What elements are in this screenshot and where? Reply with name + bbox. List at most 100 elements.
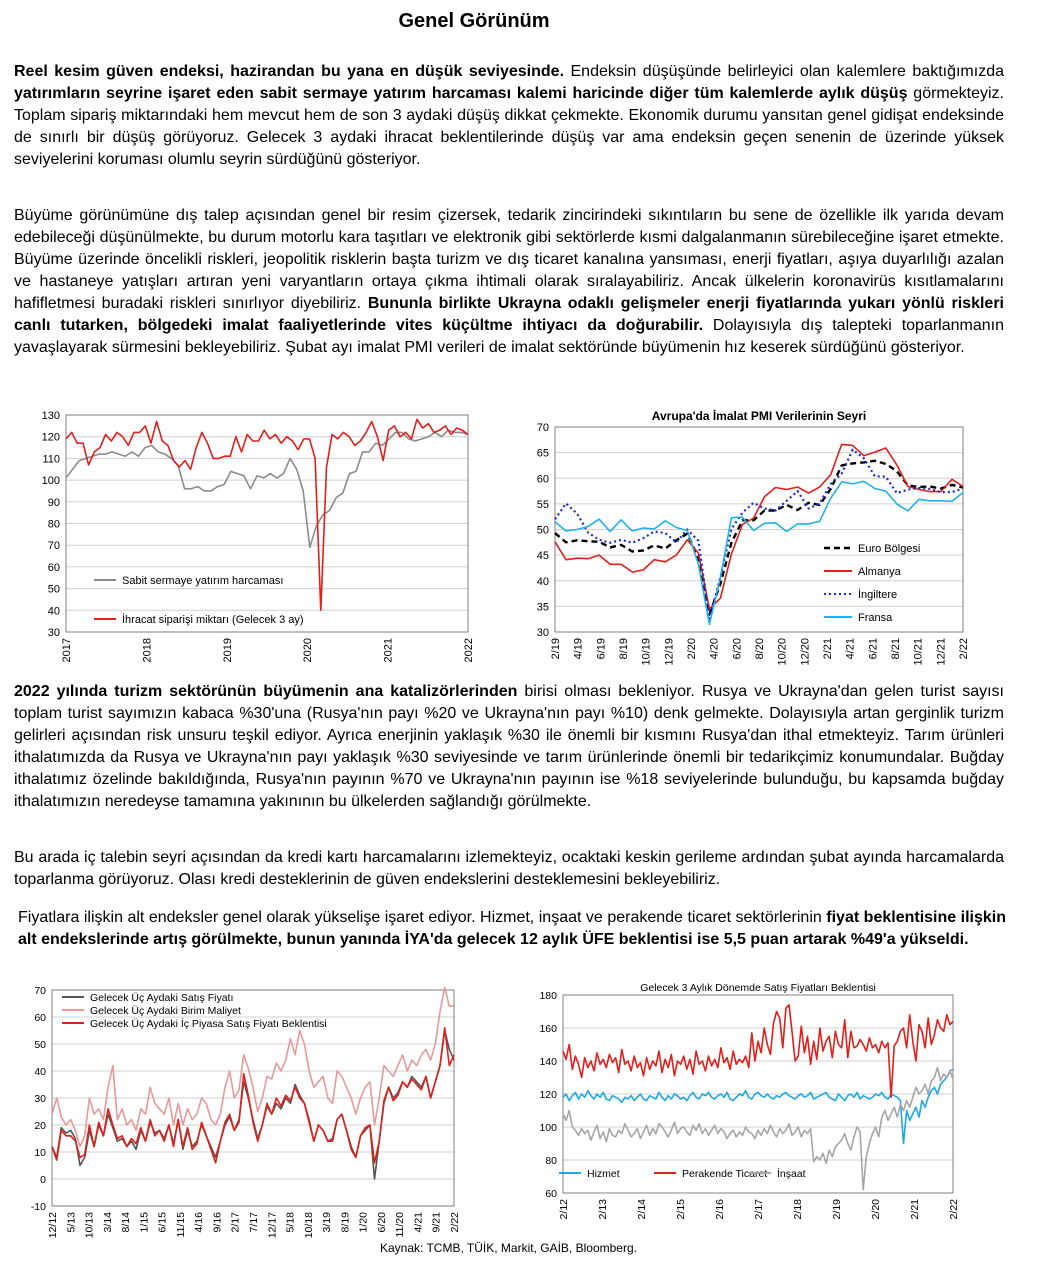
x-tick-label: 2/20	[870, 1199, 882, 1220]
series-line	[562, 1066, 954, 1191]
y-tick-label: 0	[40, 1174, 46, 1186]
legend-label: Gelecek Üç Aydaki İç Piyasa Satış Fiyatı…	[90, 1017, 327, 1030]
y-tick-label: 45	[537, 550, 549, 562]
plot-frame	[65, 414, 469, 633]
bold-text: Bununla birlikte Ukrayna odaklı gelişmel…	[14, 295, 1004, 334]
bold-text: yatırımların seyrine işaret eden sabit s…	[14, 85, 908, 102]
plot-frame	[562, 994, 954, 1194]
page-title: Genel Görünüm	[398, 10, 550, 32]
y-tick-label: 160	[539, 1023, 557, 1035]
y-tick-label: 70	[537, 422, 549, 434]
x-tick-label: 12/17	[266, 1212, 278, 1238]
y-tick-label: 90	[48, 497, 60, 509]
bold-text: 2022 yılında turizm sektörünün büyümenin…	[14, 683, 518, 700]
bold-text: Reel kesim güven endeksi, hazirandan bu …	[14, 63, 565, 80]
y-tick-label: 70	[48, 540, 60, 552]
x-tick-label: 2/13	[597, 1199, 609, 1220]
body-text: Fiyatlara ilişkin alt endeksler genel ol…	[18, 909, 827, 926]
y-tick-label: 80	[545, 1155, 557, 1167]
x-tick-label: 10/18	[303, 1212, 315, 1238]
series-line	[554, 459, 964, 616]
body-text: görmekteyiz. Toplam sipariş miktarındaki…	[14, 85, 1005, 168]
x-tick-label: 2/22	[958, 638, 970, 659]
plot-frame	[554, 426, 964, 633]
y-tick-label: 120	[539, 1089, 557, 1101]
chart-title: Avrupa'da İmalat PMI Verilerinin Seyri	[652, 408, 867, 423]
y-tick-label: 40	[48, 605, 60, 617]
x-tick-label: 10/13	[84, 1212, 96, 1238]
x-tick-label: 1/20	[358, 1212, 370, 1233]
x-tick-label: 4/21	[412, 1212, 424, 1233]
x-tick-label: 2/21	[909, 1199, 921, 1220]
y-tick-label: 50	[34, 1039, 46, 1051]
x-tick-label: 2018	[141, 638, 153, 662]
x-tick-label: 8/21	[890, 638, 902, 659]
paragraph-reel-kesim: Reel kesim güven endeksi, hazirandan bu …	[14, 61, 1004, 171]
x-tick-label: 10/20	[777, 638, 789, 666]
x-tick-label: 6/19	[595, 638, 607, 659]
x-tick-label: 4/21	[845, 638, 857, 659]
series-line	[51, 1026, 455, 1164]
x-tick-label: 10/19	[641, 638, 653, 666]
legend-label: İhracat siparişi miktarı (Gelecek 3 ay)	[122, 613, 304, 626]
x-tick-label: 10/21	[913, 638, 925, 666]
chart-reel-kesim-svg: 30 40 50 60 70 80 90 100 110 120 130 2017 2018 2019 20…	[42, 410, 475, 662]
paragraph-ic-talep: Bu arada iç talebin seyri açısından da k…	[14, 847, 1004, 891]
plot-frame	[51, 989, 455, 1207]
y-tick-label: 20	[34, 1120, 46, 1132]
x-tick-label: 2/12	[558, 1199, 570, 1220]
y-tick-label: 65	[537, 448, 549, 460]
y-tick-label: 30	[48, 627, 60, 639]
y-tick-label: 180	[539, 990, 557, 1002]
y-tick-label: 100	[42, 475, 60, 487]
y-tick-label: 30	[537, 627, 549, 639]
x-tick-label: 2/17	[230, 1212, 242, 1233]
legend-label: Perakende Ticaret	[682, 1168, 767, 1180]
x-tick-label: 8/20	[754, 638, 766, 659]
x-tick-label: 2/22	[948, 1199, 960, 1220]
legend-label: Hizmet	[587, 1168, 620, 1180]
y-tick-label: 60	[545, 1188, 557, 1200]
y-tick-label: 55	[537, 499, 549, 511]
y-tick-label: 50	[48, 584, 60, 596]
legend-label: İngiltere	[858, 588, 897, 601]
paragraph-turizm: 2022 yılında turizm sektörünün büyümenin…	[14, 681, 1004, 813]
chart-satis-fiyati-svg: -10 0 10 20 30 40 50 60 70 12/12 5/13 10/13 3/14 8/14…	[31, 985, 461, 1238]
y-tick-label: 40	[537, 576, 549, 588]
x-tick-label: 11/20	[394, 1212, 406, 1238]
x-tick-label: 12/12	[47, 1212, 59, 1238]
x-tick-label: 2/19	[550, 638, 562, 659]
y-tick-label: 80	[48, 519, 60, 531]
y-tick-label: -10	[31, 1201, 46, 1213]
legend-label: Euro Bölgesi	[858, 543, 920, 555]
y-tick-label: 110	[42, 453, 60, 465]
y-tick-label: 60	[537, 473, 549, 485]
y-tick-label: 60	[34, 1012, 46, 1024]
series-line	[65, 418, 469, 612]
y-tick-label: 100	[539, 1122, 557, 1134]
y-tick-label: 140	[539, 1056, 557, 1068]
y-tick-label: 70	[34, 985, 46, 997]
body-text: Büyüme görünümüne dış talep açısından ge…	[14, 207, 1004, 312]
y-tick-label: 40	[34, 1066, 46, 1078]
body-text: Endeksin düşüşünde belirleyici olan kale…	[564, 63, 1005, 80]
x-tick-label: 1/15	[138, 1212, 150, 1233]
legend-label: Gelecek Üç Aydaki Birim Maliyet	[90, 1005, 241, 1017]
y-tick-label: 30	[34, 1093, 46, 1105]
x-tick-label: 2/19	[831, 1199, 843, 1220]
x-tick-label: 3/14	[102, 1212, 114, 1233]
y-tick-label: 35	[537, 601, 549, 613]
series-line	[65, 429, 469, 549]
bold-text: fiyat beklentisine ilişkin alt endeksler…	[18, 909, 1007, 948]
x-tick-label: 2/21	[822, 638, 834, 659]
series-line	[562, 1068, 954, 1145]
x-tick-label: 3/19	[321, 1212, 333, 1233]
x-tick-label: 11/15	[175, 1212, 187, 1238]
legend-label: Gelecek Üç Aydaki Satış Fiyatı	[90, 992, 233, 1004]
x-tick-label: 9/16	[211, 1212, 223, 1233]
legend-label: İnşaat	[777, 1167, 806, 1180]
body-text: birisi olması bekleniyor. Rusya ve Ukray…	[14, 683, 1004, 810]
x-tick-label: 6/15	[157, 1212, 169, 1233]
y-tick-label: 120	[42, 432, 60, 444]
x-tick-label: 8/19	[618, 638, 630, 659]
